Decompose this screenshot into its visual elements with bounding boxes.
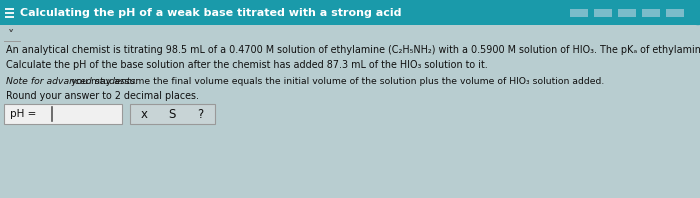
Text: pH =: pH = — [10, 109, 36, 119]
Text: x: x — [141, 108, 148, 121]
Text: Note for advanced students:: Note for advanced students: — [6, 77, 139, 87]
Text: S: S — [168, 108, 176, 121]
FancyBboxPatch shape — [0, 0, 700, 25]
Circle shape — [686, 1, 700, 25]
FancyBboxPatch shape — [570, 9, 588, 17]
Text: ?: ? — [197, 108, 203, 121]
Text: Calculating the pH of a weak base titrated with a strong acid: Calculating the pH of a weak base titrat… — [20, 8, 402, 17]
Text: ˅: ˅ — [8, 29, 14, 42]
FancyBboxPatch shape — [4, 104, 122, 124]
FancyBboxPatch shape — [130, 104, 215, 124]
FancyBboxPatch shape — [594, 9, 612, 17]
Text: Calculate the pH of the base solution after the chemist has added 87.3 mL of the: Calculate the pH of the base solution af… — [6, 60, 488, 70]
Text: you may assume the final volume equals the initial volume of the solution plus t: you may assume the final volume equals t… — [68, 77, 604, 87]
Text: Round your answer to 2 decimal places.: Round your answer to 2 decimal places. — [6, 91, 199, 101]
FancyBboxPatch shape — [666, 9, 684, 17]
FancyBboxPatch shape — [618, 9, 636, 17]
Text: An analytical chemist is titrating 98.5 mL of a 0.4700 M solution of ethylamine : An analytical chemist is titrating 98.5 … — [6, 45, 700, 55]
FancyBboxPatch shape — [642, 9, 660, 17]
